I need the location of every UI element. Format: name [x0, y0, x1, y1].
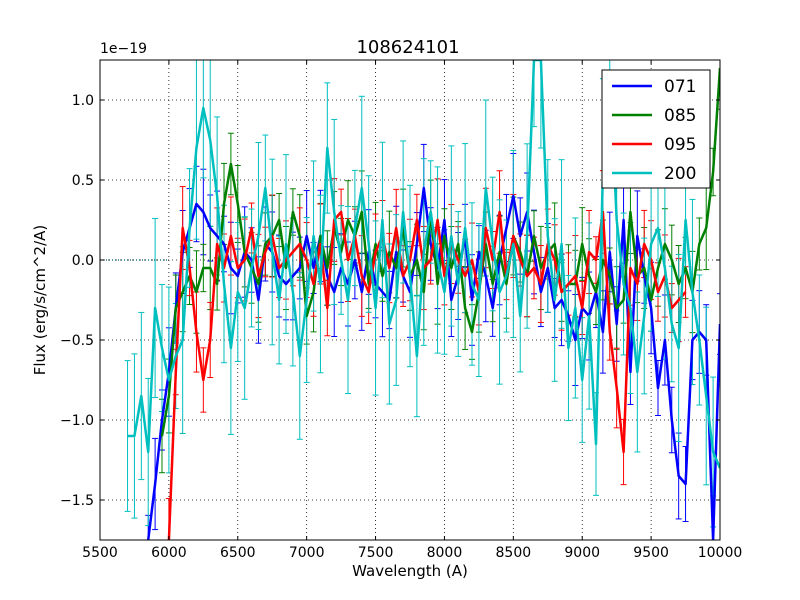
- axis-ticks: 5500 6000 6500 7000 7500 8000 8500 9000 9500 1000…: [60, 60, 742, 561]
- chart-title: 108624101: [356, 37, 459, 58]
- y-tick-label: −1.0: [60, 413, 94, 429]
- series-line-085: [160, 67, 720, 437]
- x-tick-label: 8500: [496, 545, 532, 561]
- y-tick-label: 0.0: [72, 253, 94, 269]
- y-offset-label: 1e−19: [100, 41, 147, 57]
- legend-label-071: 071: [664, 77, 696, 97]
- x-axis-label: Wavelength (A): [352, 562, 468, 580]
- plot-frame: [99, 59, 721, 541]
- y-tick-label: −0.5: [60, 333, 94, 349]
- y-tick-label: 1.0: [72, 93, 94, 109]
- legend: 071 085 095 200: [601, 69, 711, 189]
- x-tick-label: 7000: [289, 545, 325, 561]
- x-tick-label: 8000: [427, 545, 463, 561]
- x-tick-label: 6500: [220, 545, 256, 561]
- y-tick-label: −1.5: [60, 493, 94, 509]
- series-line-200: [127, 60, 720, 469]
- x-tick-label: 9500: [633, 545, 669, 561]
- legend-label-085: 085: [664, 106, 696, 126]
- legend-box: [601, 69, 711, 189]
- series-lines: [100, 60, 720, 540]
- x-tick-label: 6000: [151, 545, 187, 561]
- x-tick-label: 5500: [82, 545, 118, 561]
- y-axis-label: Flux (erg/s/cm^2/A): [31, 225, 49, 376]
- legend-label-095: 095: [664, 135, 696, 155]
- x-tick-label: 9000: [564, 545, 600, 561]
- y-tick-label: 0.5: [72, 173, 94, 189]
- legend-label-200: 200: [664, 164, 696, 184]
- x-tick-label: 10000: [698, 545, 743, 561]
- x-tick-label: 7500: [358, 545, 394, 561]
